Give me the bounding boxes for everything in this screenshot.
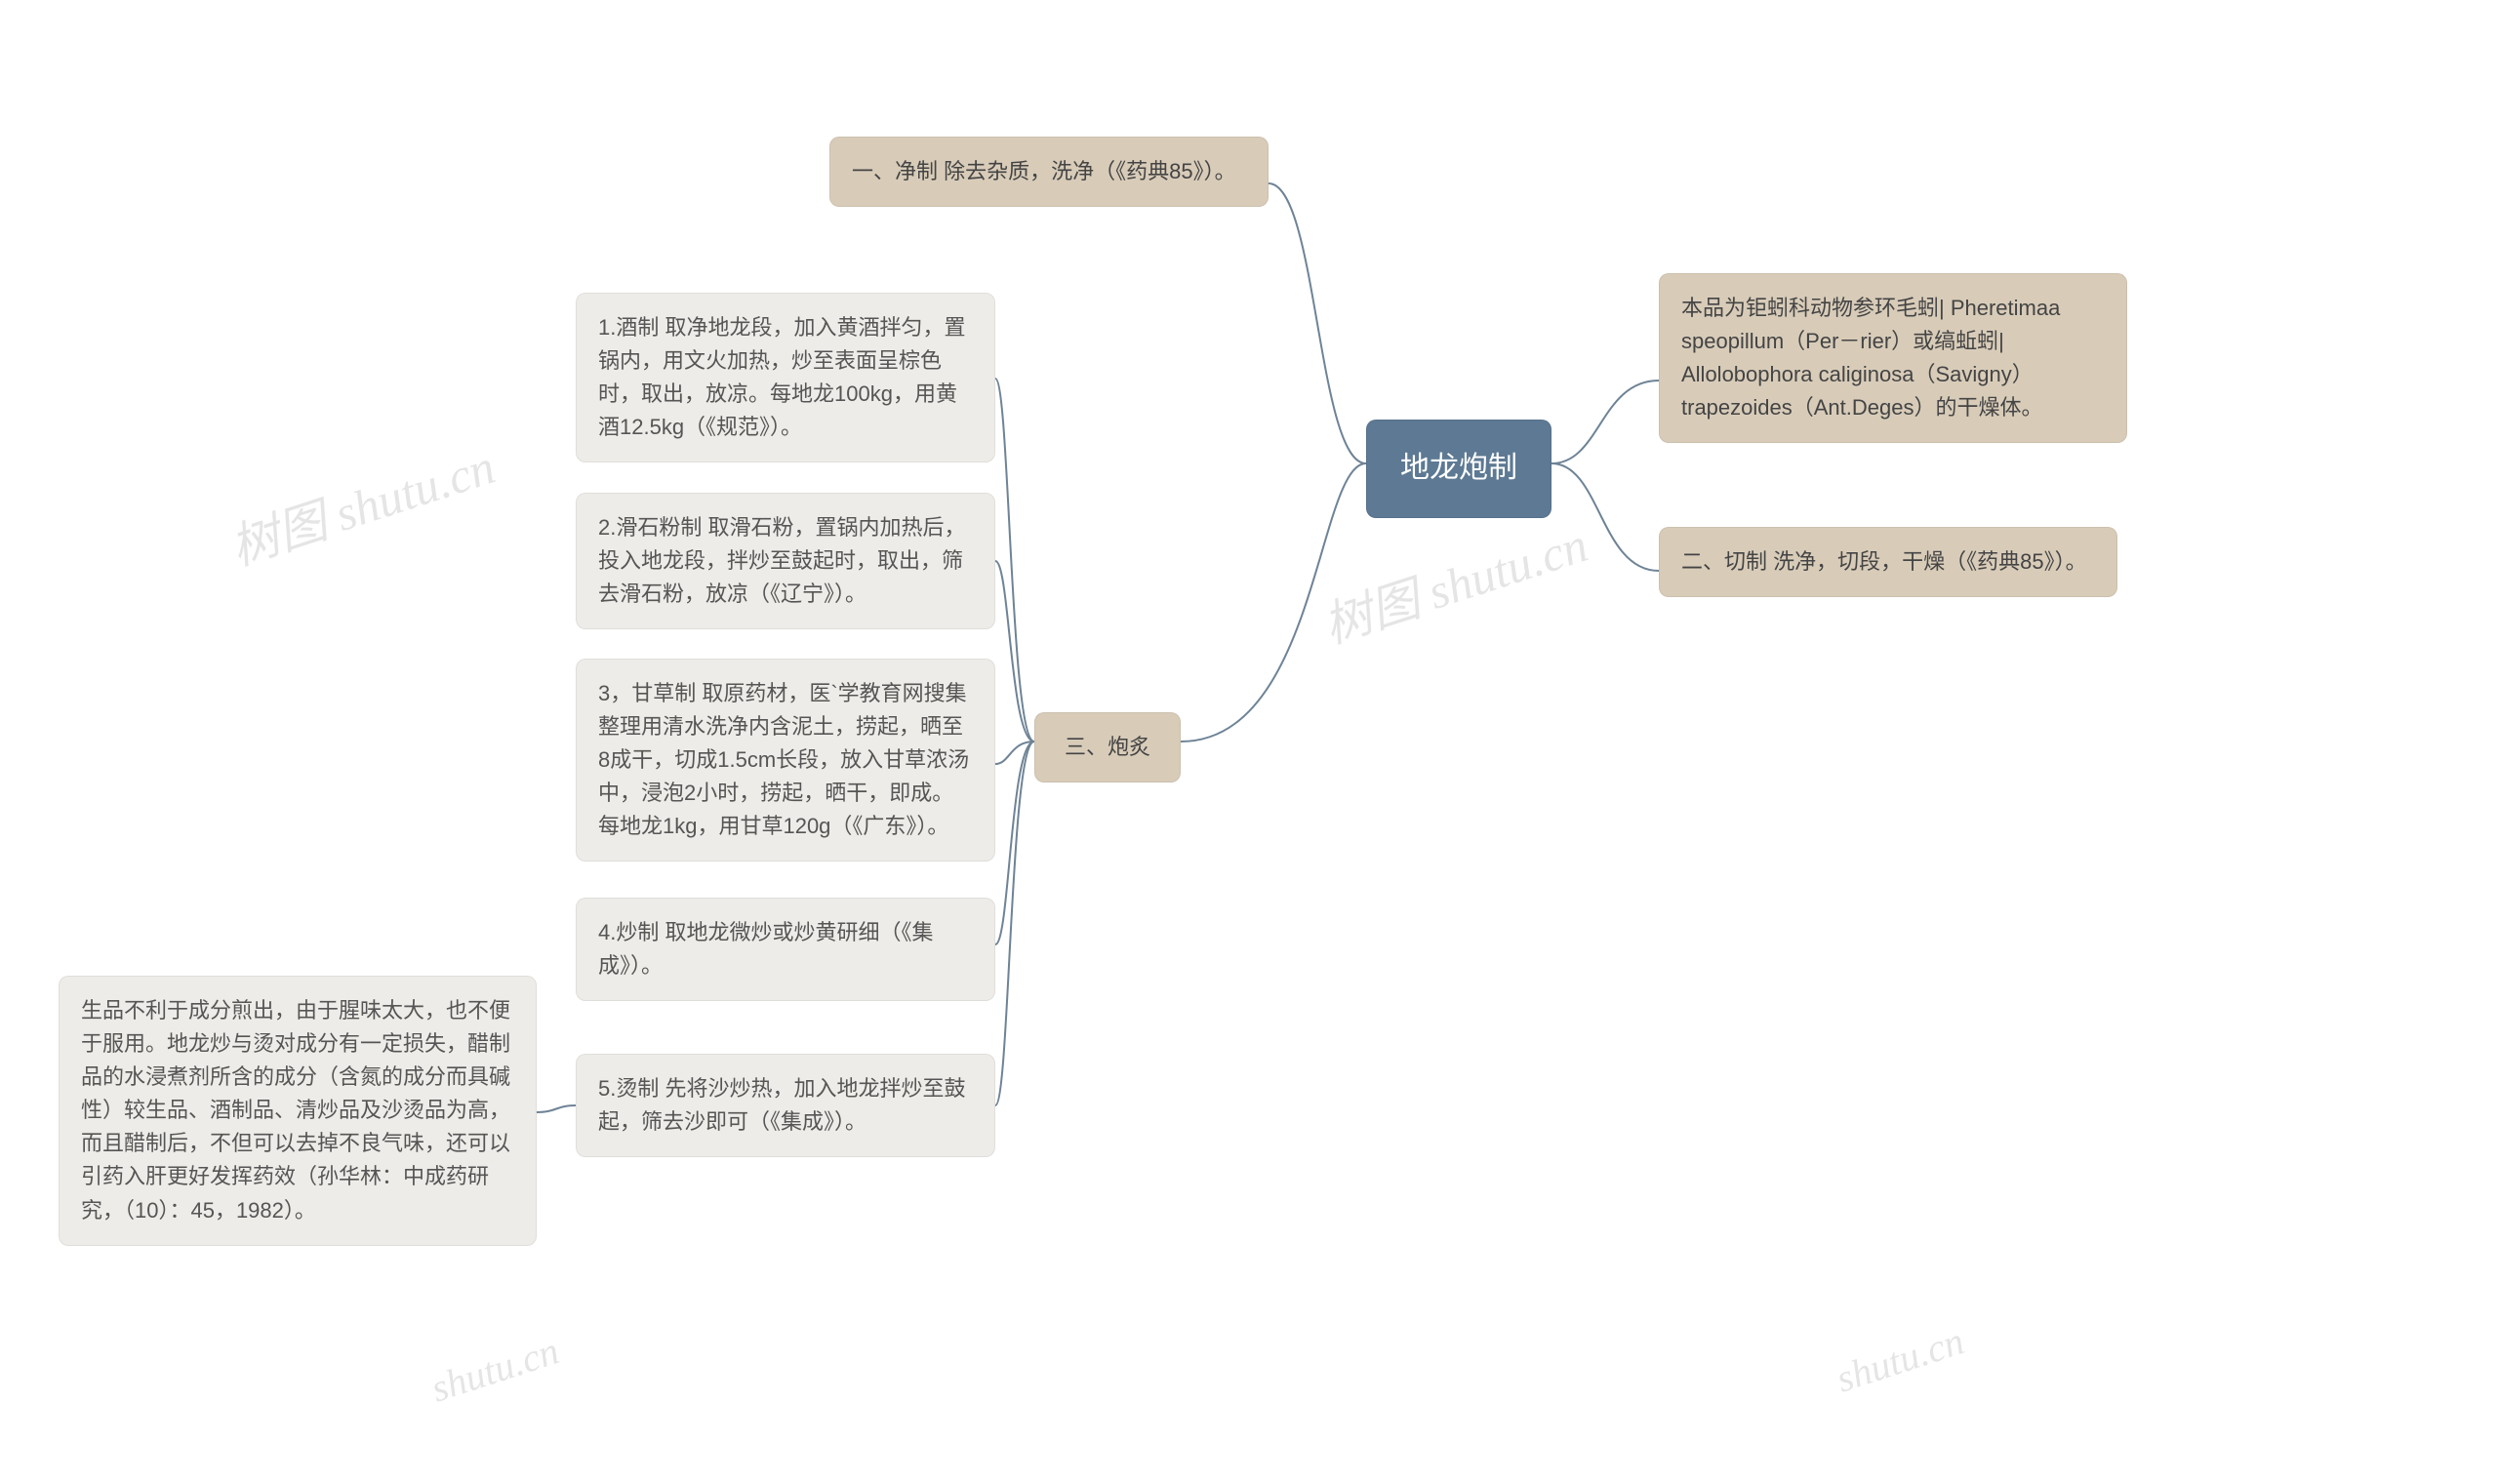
node-method-3[interactable]: 3，甘草制 取原药材，医`学教育网搜集整理用清水洗净内含泥土，捞起，晒至8成干，… (576, 659, 995, 862)
watermark-2: 树图 shutu.cn (1313, 505, 1595, 657)
mindmap-canvas: 地龙炮制 本品为钜蚓科动物参环毛蚓| Pheretimaa speopillum… (0, 0, 2498, 1484)
node-cut[interactable]: 二、切制 洗净，切段，干燥（《药典85》）。 (1659, 527, 2117, 597)
node-method-3-text: 3，甘草制 取原药材，医`学教育网搜集整理用清水洗净内含泥土，捞起，晒至8成干，… (598, 681, 969, 838)
node-cut-text: 二、切制 洗净，切段，干燥（《药典85》）。 (1681, 549, 2087, 574)
node-method-5[interactable]: 5.烫制 先将沙炒热，加入地龙拌炒至鼓起，筛去沙即可（《集成》）。 (576, 1054, 995, 1157)
watermark-1: 树图 shutu.cn (221, 427, 503, 579)
watermark-1-text: 树图 shutu.cn (223, 439, 501, 576)
node-desc[interactable]: 本品为钜蚓科动物参环毛蚓| Pheretimaa speopillum（Per－… (1659, 273, 2127, 443)
connector-layer (0, 0, 2498, 1484)
node-paozhi-text: 三、炮炙 (1065, 735, 1150, 759)
watermark-3-text: shutu.cn (425, 1328, 564, 1410)
node-method-4[interactable]: 4.炒制 取地龙微炒或炒黄研细（《集成》）。 (576, 898, 995, 1001)
watermark-3: shutu.cn (425, 1327, 564, 1411)
node-method-5-text: 5.烫制 先将沙炒热，加入地龙拌炒至鼓起，筛去沙即可（《集成》）。 (598, 1076, 965, 1134)
node-note-text: 生品不利于成分煎出，由于腥味太大，也不便于服用。地龙炒与烫对成分有一定损失，醋制… (81, 998, 510, 1223)
node-method-4-text: 4.炒制 取地龙微炒或炒黄研细（《集成》）。 (598, 920, 933, 978)
node-method-1-text: 1.酒制 取净地龙段，加入黄酒拌匀，置锅内，用文火加热，炒至表面呈棕色时，取出，… (598, 315, 965, 439)
node-paozhi[interactable]: 三、炮炙 (1034, 712, 1181, 782)
watermark-4-text: shutu.cn (1831, 1318, 1969, 1400)
root-label: 地龙炮制 (1400, 452, 1517, 484)
watermark-4: shutu.cn (1831, 1317, 1969, 1401)
node-note[interactable]: 生品不利于成分煎出，由于腥味太大，也不便于服用。地龙炒与烫对成分有一定损失，醋制… (59, 976, 537, 1246)
node-clean-text: 一、净制 除去杂质，洗净（《药典85》）。 (852, 159, 1236, 183)
node-method-2-text: 2.滑石粉制 取滑石粉，置锅内加热后，投入地龙段，拌炒至鼓起时，取出，筛去滑石粉… (598, 515, 965, 606)
node-method-2[interactable]: 2.滑石粉制 取滑石粉，置锅内加热后，投入地龙段，拌炒至鼓起时，取出，筛去滑石粉… (576, 493, 995, 629)
node-desc-text: 本品为钜蚓科动物参环毛蚓| Pheretimaa speopillum（Per－… (1681, 296, 2060, 420)
watermark-2-text: 树图 shutu.cn (1316, 517, 1593, 654)
root-node[interactable]: 地龙炮制 (1366, 420, 1551, 518)
node-clean[interactable]: 一、净制 除去杂质，洗净（《药典85》）。 (829, 137, 1269, 207)
node-method-1[interactable]: 1.酒制 取净地龙段，加入黄酒拌匀，置锅内，用文火加热，炒至表面呈棕色时，取出，… (576, 293, 995, 462)
